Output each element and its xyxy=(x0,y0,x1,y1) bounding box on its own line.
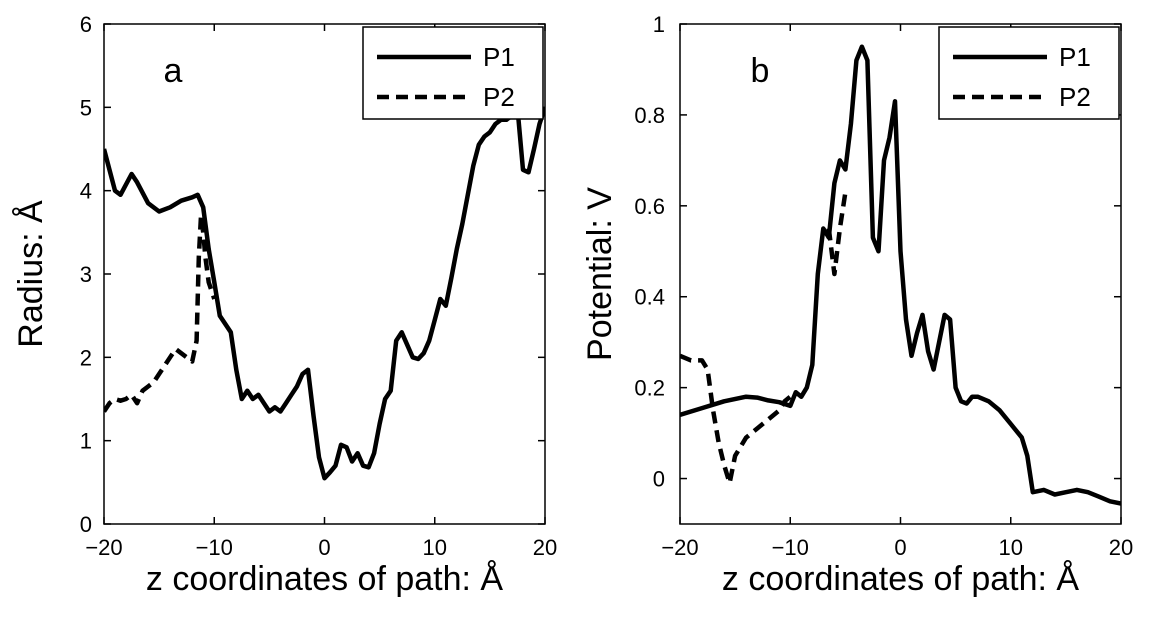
x-tick-label: 0 xyxy=(318,535,330,560)
legend-label-p1: P1 xyxy=(483,42,515,72)
x-tick-label: −20 xyxy=(661,535,698,560)
y-tick-label: 2 xyxy=(80,345,92,370)
y-axis-title: Potential: V xyxy=(581,187,619,361)
series-line-p2-dashed xyxy=(680,353,792,486)
panel-letter: a xyxy=(164,52,183,90)
chart-panel-b: −20 −10 0 10 20 0 0.2 0.4 0.6 0.8 1 z coordinates o… xyxy=(581,12,1133,598)
y-axis-title: Radius: Å xyxy=(12,200,50,348)
legend-label-p1: P1 xyxy=(1059,42,1091,72)
x-tick-label: −10 xyxy=(772,535,809,560)
y-tick-label: 0.2 xyxy=(634,376,665,401)
x-tick-label: −20 xyxy=(85,535,122,560)
series-line-p2-dashed xyxy=(826,191,848,277)
y-tick-label: 1 xyxy=(80,429,92,454)
x-axis-title: z coordinates of path: Å xyxy=(146,560,504,598)
x-tick-label: 20 xyxy=(533,535,557,560)
y-tick-label: 6 xyxy=(80,12,92,37)
y-tick-label: 3 xyxy=(80,262,92,287)
legend-box xyxy=(938,26,1120,120)
x-tick-label: 20 xyxy=(1109,535,1133,560)
x-tick-label: 10 xyxy=(423,535,447,560)
x-tick-label: −10 xyxy=(196,535,233,560)
series-line-p1-solid xyxy=(104,105,545,481)
legend-box xyxy=(362,26,544,120)
chart-panel-a: −20 −10 0 10 20 0 1 2 3 4 5 6 z coordinates of path:… xyxy=(12,12,557,598)
y-tick-label: 0.6 xyxy=(634,194,665,219)
legend-label-p2: P2 xyxy=(483,82,515,112)
y-tick-label: 0.4 xyxy=(634,285,665,310)
y-tick-label: 5 xyxy=(80,95,92,120)
panel-letter: b xyxy=(751,52,770,90)
series-group xyxy=(680,44,1121,506)
series-line-p2-dashed xyxy=(104,213,217,413)
y-tick-label: 0.8 xyxy=(634,103,665,128)
y-tick-label: 4 xyxy=(80,179,92,204)
x-tick-label: 10 xyxy=(999,535,1023,560)
series-group xyxy=(104,105,545,481)
x-tick-label: 0 xyxy=(894,535,906,560)
y-tick-label: 0 xyxy=(80,512,92,537)
y-tick-label: 1 xyxy=(653,12,665,37)
x-axis-title: z coordinates of path: Å xyxy=(722,560,1080,598)
legend-label-p2: P2 xyxy=(1059,82,1091,112)
series-line-p1-solid xyxy=(680,44,1121,506)
y-tick-label: 0 xyxy=(653,467,665,492)
